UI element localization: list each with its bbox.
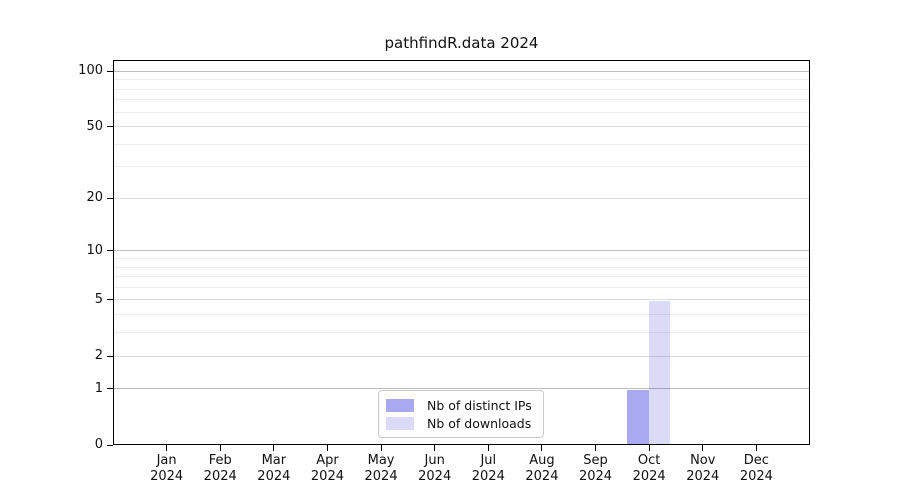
gridline-minor xyxy=(114,88,809,90)
gridline-minor xyxy=(114,99,809,101)
x-tick-month: Dec xyxy=(743,453,769,468)
x-tick-year: 2024 xyxy=(525,469,559,485)
x-tick-mark xyxy=(487,445,489,451)
x-tick-mark xyxy=(541,445,543,451)
gridline-minor xyxy=(114,143,809,145)
x-tick-label: Mar 2024 xyxy=(242,453,306,486)
x-tick-label: Nov 2024 xyxy=(671,453,735,486)
y-tick-label: 5 xyxy=(94,291,103,307)
x-tick-year: 2024 xyxy=(578,469,613,485)
x-tick-year: 2024 xyxy=(686,469,720,485)
gridline-major xyxy=(114,197,809,199)
y-tick-mark xyxy=(107,126,113,128)
gridline-minor xyxy=(114,332,809,334)
x-tick-year: 2024 xyxy=(632,469,666,485)
x-tick-label: Oct 2024 xyxy=(617,453,681,486)
x-tick-year: 2024 xyxy=(471,469,505,485)
x-tick-label: Jul 2024 xyxy=(456,453,520,486)
x-tick-mark xyxy=(273,445,275,451)
x-tick-mark xyxy=(434,445,436,451)
x-tick-label: May 2024 xyxy=(349,453,413,486)
y-tick-label: 50 xyxy=(86,118,103,134)
y-tick-label: 1 xyxy=(94,380,103,396)
gridline-major xyxy=(114,355,809,357)
x-tick-month: Jun xyxy=(424,453,445,468)
gridline-major xyxy=(114,70,809,72)
gridline-major xyxy=(114,126,809,128)
x-tick-mark xyxy=(166,445,168,451)
bar-distinct-ips xyxy=(627,389,649,445)
x-tick-label: Sep 2024 xyxy=(564,453,628,486)
x-tick-year: 2024 xyxy=(257,469,291,485)
x-tick-month: Jul xyxy=(480,453,497,468)
x-tick-month: Oct xyxy=(637,453,661,468)
y-tick-label: 20 xyxy=(86,190,103,206)
y-tick-mark xyxy=(107,70,113,72)
x-tick-month: May xyxy=(367,453,395,468)
x-tick-year: 2024 xyxy=(203,469,237,485)
gridline-major xyxy=(114,250,809,252)
gridline-minor xyxy=(114,258,809,259)
x-tick-year: 2024 xyxy=(150,469,184,485)
y-tick-label: 100 xyxy=(78,63,103,79)
legend: Nb of distinct IPs Nb of downloads xyxy=(378,390,544,438)
gridline-minor xyxy=(114,111,809,113)
gridline-major xyxy=(114,388,809,390)
y-tick-label: 0 xyxy=(94,437,103,452)
x-tick-mark xyxy=(380,445,382,451)
gridline-major xyxy=(114,299,809,301)
x-tick-label: Jan 2024 xyxy=(135,453,199,486)
x-tick-label: Apr 2024 xyxy=(295,453,359,486)
x-tick-month: Sep xyxy=(583,453,608,468)
y-tick-label: 2 xyxy=(94,348,103,364)
gridline-minor xyxy=(114,276,809,278)
chart-title: pathfindR.data 2024 xyxy=(384,34,539,52)
legend-label: Nb of downloads xyxy=(427,416,532,431)
gridline-minor xyxy=(114,166,809,168)
gridline-minor xyxy=(114,314,809,316)
y-tick-mark xyxy=(107,444,113,446)
y-tick-mark xyxy=(107,250,113,252)
x-tick-label: Aug 2024 xyxy=(510,453,574,486)
x-tick-mark xyxy=(702,445,704,451)
legend-item: Nb of downloads xyxy=(386,416,535,431)
x-tick-mark xyxy=(326,445,328,451)
y-tick-mark xyxy=(107,388,113,390)
x-tick-label: Feb 2024 xyxy=(188,453,252,486)
gridline-minor xyxy=(114,79,809,81)
x-tick-month: Nov xyxy=(690,453,716,468)
x-tick-year: 2024 xyxy=(739,469,773,485)
x-tick-year: 2024 xyxy=(418,469,452,485)
x-tick-month: Feb xyxy=(208,453,232,468)
legend-swatch xyxy=(386,417,414,430)
gridline-minor xyxy=(114,266,809,268)
legend-swatch xyxy=(386,399,414,412)
x-tick-mark xyxy=(595,445,597,451)
plot-area xyxy=(113,60,810,445)
gridline-minor xyxy=(114,286,809,288)
x-tick-month: Jan xyxy=(156,453,177,468)
x-tick-year: 2024 xyxy=(364,469,398,485)
legend-label: Nb of distinct IPs xyxy=(427,398,532,413)
x-tick-mark xyxy=(648,445,650,451)
x-tick-mark xyxy=(219,445,221,451)
legend-item: Nb of distinct IPs xyxy=(386,398,535,413)
x-tick-month: Apr xyxy=(316,453,339,468)
x-tick-label: Jun 2024 xyxy=(403,453,467,486)
y-tick-label: 10 xyxy=(86,242,103,258)
bar-downloads xyxy=(648,300,671,445)
x-tick-label: Dec 2024 xyxy=(724,453,788,486)
x-tick-year: 2024 xyxy=(310,469,344,485)
x-tick-month: Aug xyxy=(529,453,555,468)
x-tick-mark xyxy=(755,445,757,451)
x-tick-month: Mar xyxy=(261,453,287,468)
y-tick-mark xyxy=(107,355,113,357)
y-tick-mark xyxy=(107,299,113,301)
y-tick-mark xyxy=(107,197,113,199)
